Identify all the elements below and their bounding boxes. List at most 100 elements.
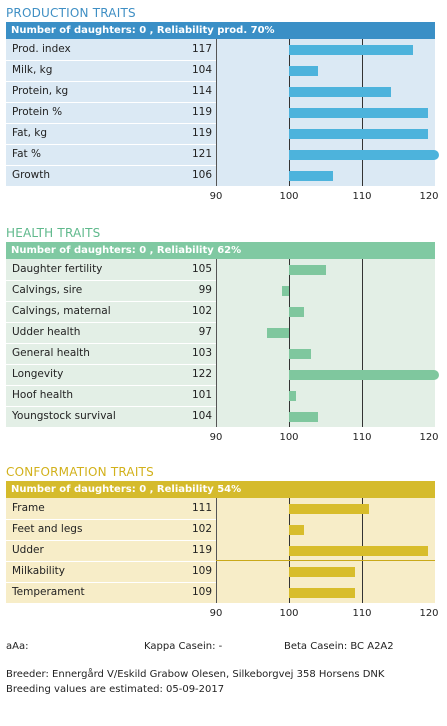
axis-tick-label: 90: [209, 191, 223, 202]
gridline: [289, 259, 290, 427]
conf-section-title: CONFORMATION TRAITS: [6, 465, 154, 479]
trait-value: 103: [191, 347, 212, 359]
trait-value: 117: [191, 43, 212, 55]
trait-label: Calvings, sire: [12, 284, 83, 296]
table-row: Protein, kg 114: [6, 81, 435, 102]
trait-bar: [289, 349, 311, 359]
trait-value: 119: [191, 106, 212, 118]
estimation-date: Breeding values are estimated: 05-09-201…: [6, 684, 225, 695]
trait-label: Udder health: [12, 326, 81, 338]
trait-label: Youngstock survival: [12, 410, 116, 422]
trait-value: 102: [191, 305, 212, 317]
axis-tick-label: 100: [279, 608, 299, 619]
trait-bar: [289, 45, 414, 55]
trait-bar: [289, 588, 355, 598]
table-row: Growth 106: [6, 165, 435, 186]
row-divider: [6, 322, 216, 323]
trait-value: 121: [191, 148, 212, 160]
aaa-label: aAa:: [6, 641, 29, 652]
trait-bar: [289, 412, 319, 422]
prod-traits-section: PRODUCTION TRAITS Number of daughters: 0 …: [6, 4, 439, 205]
x-axis: 90 100 110 120: [6, 191, 439, 205]
row-divider: [6, 540, 216, 541]
row-divider: [6, 385, 216, 386]
trait-label: Temperament: [12, 586, 85, 598]
trait-value: 109: [191, 565, 212, 577]
trait-bar: [289, 150, 439, 160]
trait-bar: [289, 391, 297, 401]
trait-bar: [289, 87, 392, 97]
trait-label: Fat %: [12, 148, 41, 160]
table-row: Calvings, maternal 102: [6, 301, 435, 322]
axis-tick-label: 110: [352, 191, 372, 202]
trait-bar: [289, 370, 439, 380]
table-row: Protein % 119: [6, 102, 435, 123]
row-divider: [6, 519, 216, 520]
axis-tick-label: 90: [209, 432, 223, 443]
prod-section-header: Number of daughters: 0 , Reliability pro…: [6, 22, 435, 39]
trait-label: Frame: [12, 502, 45, 514]
trait-value: 104: [191, 64, 212, 76]
trait-label: Fat, kg: [12, 127, 48, 139]
table-row: Prod. index 117: [6, 39, 435, 60]
trait-label: Longevity: [12, 368, 64, 380]
trait-bar: [289, 307, 304, 317]
axis-tick-label: 120: [419, 608, 439, 619]
table-row: Udder health 97: [6, 322, 435, 343]
table-row: General health 103: [6, 343, 435, 364]
table-row: Milk, kg 104: [6, 60, 435, 81]
row-divider: [6, 81, 216, 82]
trait-bar: [289, 504, 370, 514]
plot-left-edge: [216, 498, 217, 603]
trait-bar: [289, 129, 428, 139]
trait-value: 104: [191, 410, 212, 422]
trait-label: Udder: [12, 544, 44, 556]
row-divider: [6, 123, 216, 124]
trait-label: Hoof health: [12, 389, 74, 401]
row-divider: [6, 582, 216, 583]
x-axis: 90 100 110 120: [6, 608, 439, 622]
row-divider: [6, 343, 216, 344]
trait-bar: [289, 66, 319, 76]
axis-tick-label: 110: [352, 608, 372, 619]
row-divider: [6, 165, 216, 166]
axis-tick-label: 90: [209, 608, 223, 619]
trait-label: Protein %: [12, 106, 63, 118]
row-divider: [6, 60, 216, 61]
row-divider: [6, 364, 216, 365]
table-row: Feet and legs 102: [6, 519, 435, 540]
x-axis: 90 100 110 120: [6, 432, 439, 446]
trait-label: General health: [12, 347, 90, 359]
table-row: Youngstock survival 104: [6, 406, 435, 427]
trait-label: Protein, kg: [12, 85, 69, 97]
trait-value: 97: [198, 326, 212, 338]
axis-tick-label: 120: [419, 191, 439, 202]
trait-value: 119: [191, 544, 212, 556]
plot-left-edge: [216, 39, 217, 186]
trait-value: 111: [191, 502, 212, 514]
trait-bar: [289, 108, 428, 118]
kappa-casein-label: Kappa Casein: -: [144, 641, 223, 652]
trait-bar: [289, 546, 428, 556]
trait-bar: [281, 286, 289, 296]
trait-bar: [289, 567, 355, 577]
trait-label: Milk, kg: [12, 64, 53, 76]
trait-value: 105: [191, 263, 212, 275]
health-section-header: Number of daughters: 0 , Reliability 62%: [6, 242, 435, 259]
reference-line: [216, 560, 435, 561]
conf-traits-section: CONFORMATION TRAITS Number of daughters: …: [6, 463, 439, 622]
gridline: [362, 259, 363, 427]
table-row: Calvings, sire 99: [6, 280, 435, 301]
trait-value: 109: [191, 586, 212, 598]
trait-label: Feet and legs: [12, 523, 83, 535]
trait-value: 114: [191, 85, 212, 97]
health-section-title: HEALTH TRAITS: [6, 226, 101, 240]
breeder-info: Breeder: Ennergård V/Eskild Grabow Olese…: [6, 669, 385, 680]
table-row: Daughter fertility 105: [6, 259, 435, 280]
trait-bar: [267, 328, 289, 338]
row-divider: [6, 561, 216, 562]
conf-section-body: Frame 111 Feet and legs 102 Udder 119 Milkabil…: [6, 498, 439, 622]
table-row: Temperament 109: [6, 582, 435, 603]
table-row: Longevity 122: [6, 364, 439, 385]
table-row: Milkability 109: [6, 561, 435, 582]
